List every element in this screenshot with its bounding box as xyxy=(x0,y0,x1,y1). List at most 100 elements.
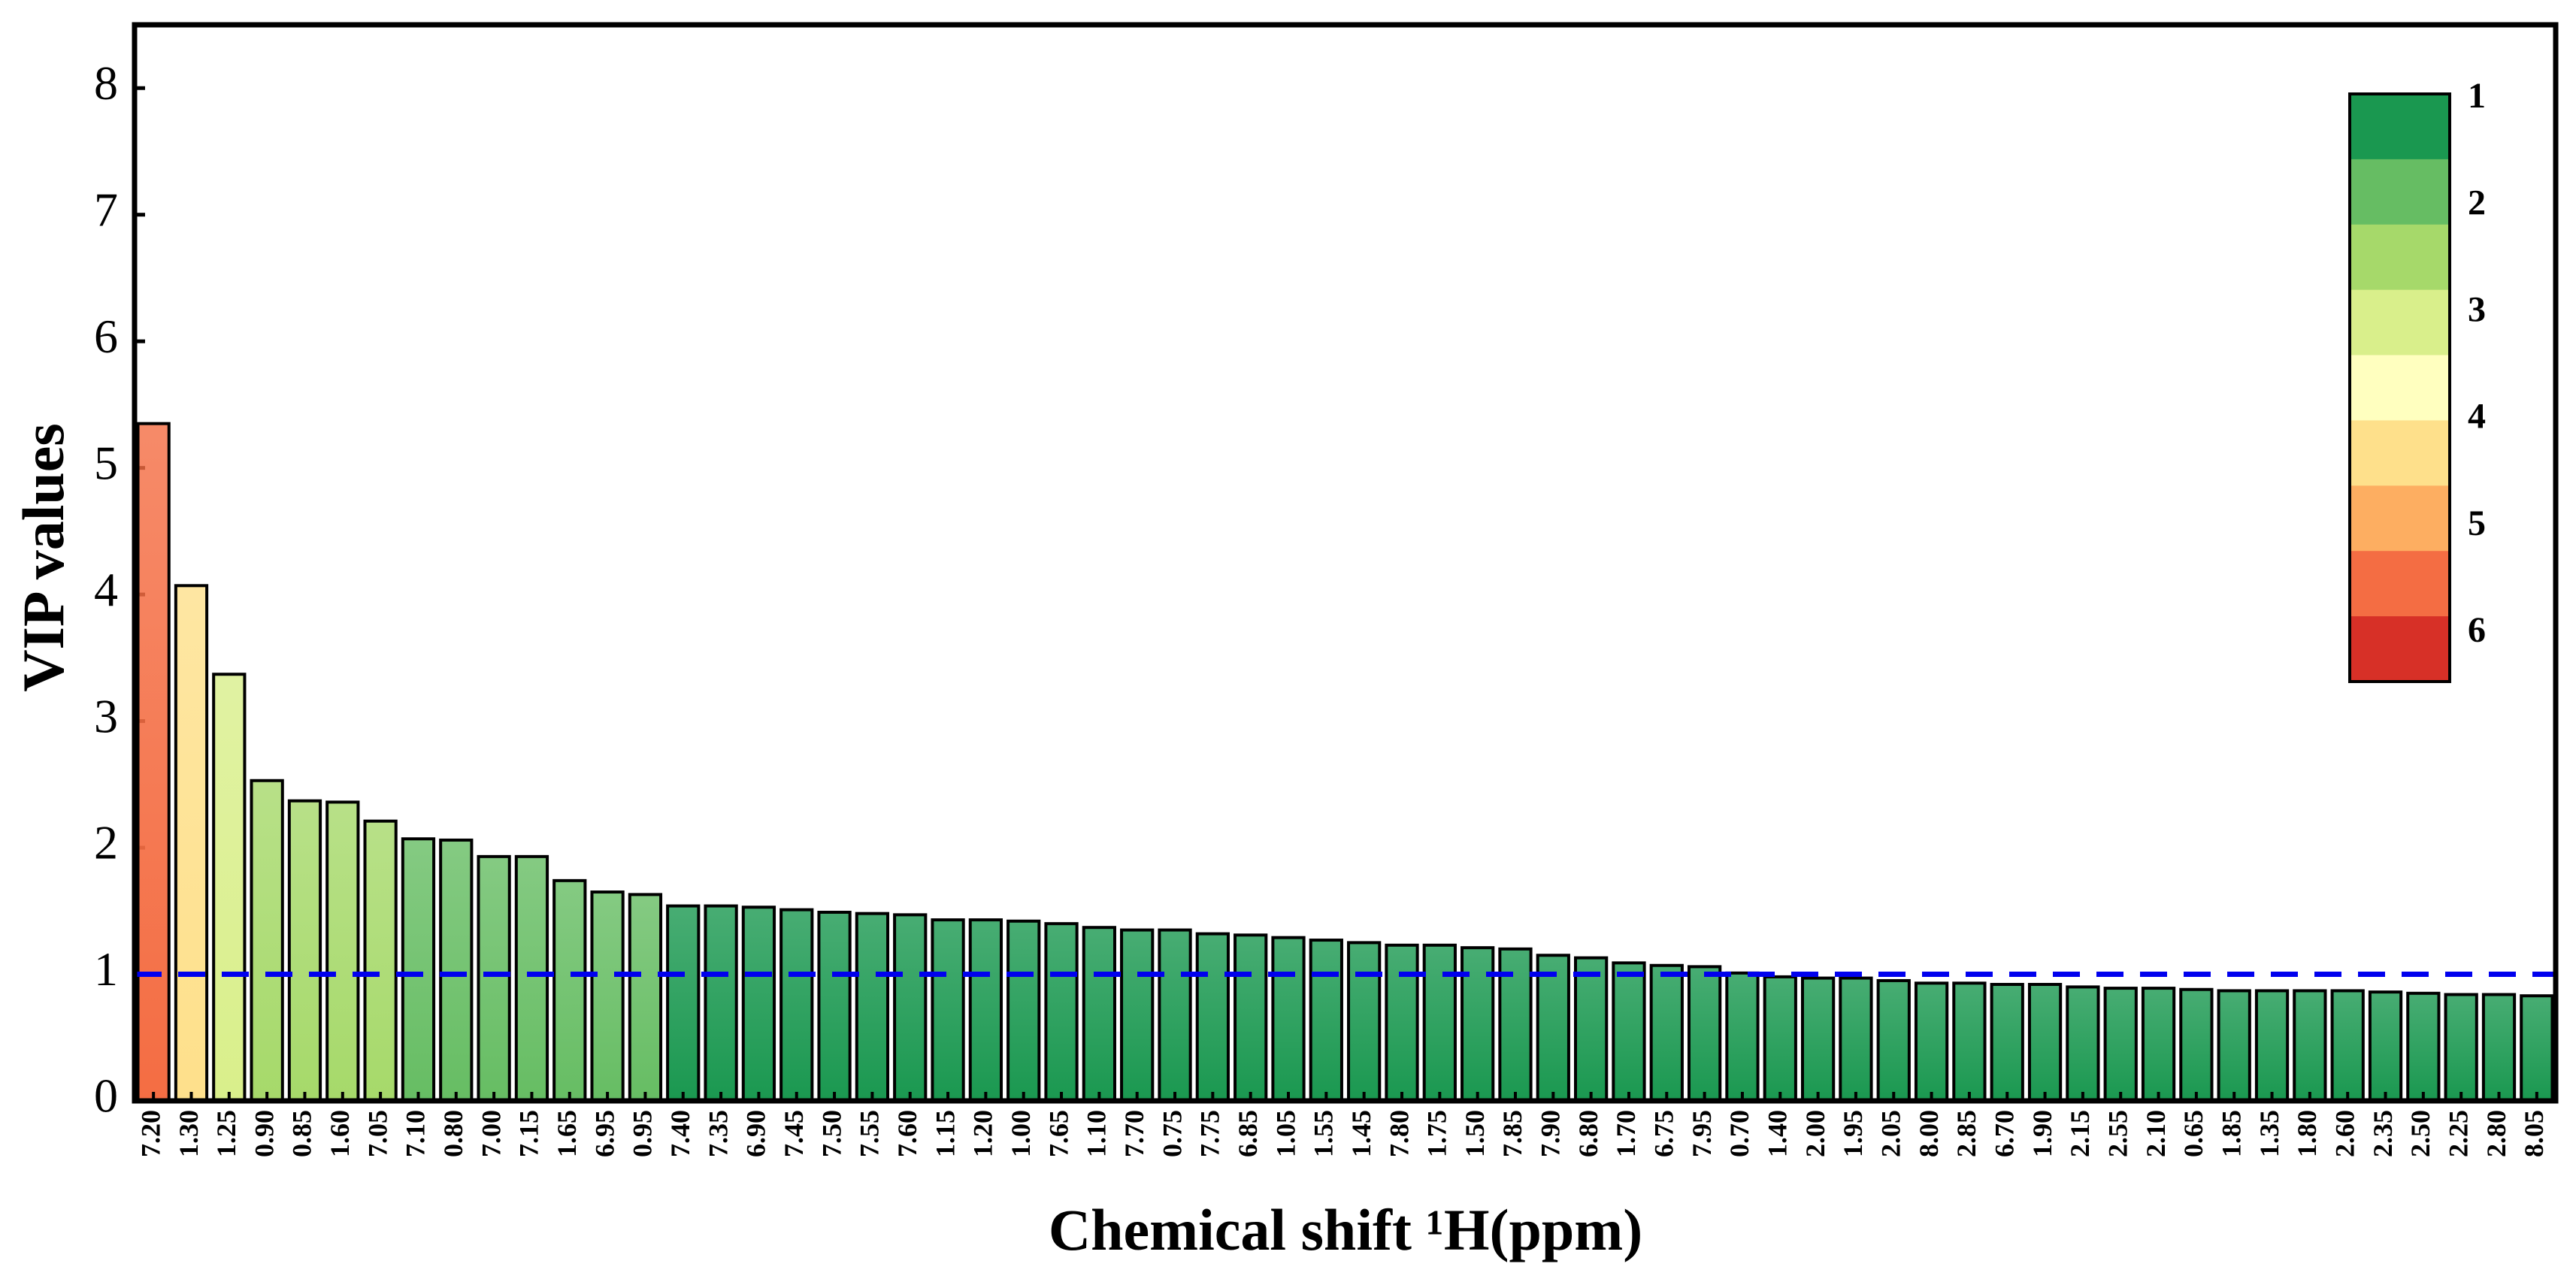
bar xyxy=(741,906,776,1102)
x-tick-label: 7.85 xyxy=(1497,1110,1527,1157)
bar xyxy=(1309,939,1343,1102)
x-tick-label: 1.55 xyxy=(1309,1110,1339,1157)
y-tick-label: 5 xyxy=(94,436,118,489)
y-tick-label: 3 xyxy=(94,689,118,742)
colorbar-segment xyxy=(2350,485,2450,552)
bar xyxy=(1763,975,1797,1102)
x-tick-label: 0.95 xyxy=(628,1110,658,1157)
bar xyxy=(2293,989,2327,1102)
x-tick-label: 6.80 xyxy=(1573,1110,1603,1157)
bar xyxy=(1687,965,1722,1102)
x-tick-label: 1.60 xyxy=(325,1110,355,1157)
bar xyxy=(2179,987,2214,1102)
y-tick-label: 4 xyxy=(94,563,118,616)
bar xyxy=(2141,987,2176,1102)
bar xyxy=(1914,981,1949,1103)
x-axis-title: Chemical shift ¹H(ppm) xyxy=(1049,1197,1642,1262)
x-tick-label: 2.05 xyxy=(1876,1110,1906,1157)
x-tick-label: 7.00 xyxy=(476,1110,506,1157)
colorbar-segment xyxy=(2350,420,2450,486)
x-tick-label: 7.05 xyxy=(362,1110,392,1157)
x-tick-label: 2.55 xyxy=(2102,1110,2133,1157)
bar xyxy=(174,584,209,1102)
x-tick-label: 1.05 xyxy=(1270,1110,1300,1157)
bar xyxy=(363,819,398,1103)
bar xyxy=(1649,963,1684,1102)
x-tick-label: 7.45 xyxy=(779,1110,809,1157)
x-tick-label: 2.00 xyxy=(1800,1110,1830,1157)
x-tick-label: 2.35 xyxy=(2368,1110,2398,1157)
bar xyxy=(1195,932,1230,1102)
x-tick-label: 1.90 xyxy=(2027,1110,2057,1157)
bar xyxy=(136,422,171,1102)
bar xyxy=(1839,976,1873,1102)
x-tick-label: 1.95 xyxy=(1838,1110,1868,1157)
bar xyxy=(779,908,814,1102)
x-tick-label: 1.45 xyxy=(1346,1110,1376,1157)
colorbar-segment xyxy=(2350,355,2450,421)
x-tick-label: 1.15 xyxy=(930,1110,960,1157)
x-tick-label: 0.75 xyxy=(1157,1110,1187,1157)
x-tick-label: 1.40 xyxy=(1763,1110,1793,1157)
x-tick-label: 1.10 xyxy=(1082,1110,1112,1157)
x-tick-label: 7.20 xyxy=(135,1110,165,1157)
x-tick-label: 8.00 xyxy=(1914,1110,1944,1157)
bar xyxy=(287,799,322,1103)
x-tick-label: 0.80 xyxy=(438,1110,468,1157)
bar xyxy=(1612,961,1646,1102)
x-tick-label: 7.60 xyxy=(892,1110,922,1157)
colorbar-segment xyxy=(2350,159,2450,225)
bar xyxy=(2217,989,2251,1102)
x-tick-label: 7.75 xyxy=(1195,1110,1225,1157)
x-tick-label: 1.70 xyxy=(1611,1110,1641,1157)
x-tick-label: 2.60 xyxy=(2329,1110,2360,1157)
bar xyxy=(1385,943,1419,1102)
y-tick-label: 7 xyxy=(94,183,118,236)
colorbar-label: 4 xyxy=(2468,397,2486,437)
bar xyxy=(1120,928,1155,1102)
colorbar-frame xyxy=(2348,92,2451,683)
x-tick-label: 6.85 xyxy=(1233,1110,1263,1157)
x-tick-label: 2.80 xyxy=(2481,1110,2511,1157)
bar xyxy=(855,912,890,1103)
y-tick-label: 6 xyxy=(94,310,118,363)
bar xyxy=(817,910,852,1103)
bar xyxy=(2027,983,2063,1103)
bar xyxy=(1573,956,1609,1103)
bar xyxy=(325,800,360,1102)
bar xyxy=(1725,971,1760,1103)
x-tick-label: 1.50 xyxy=(1460,1110,1490,1157)
bar xyxy=(590,890,625,1103)
x-tick-label: 2.25 xyxy=(2443,1110,2473,1157)
bar xyxy=(439,838,474,1102)
bar xyxy=(1082,926,1117,1103)
colorbar-label: 2 xyxy=(2468,183,2486,222)
plot-frame xyxy=(132,22,2559,1104)
colorbar-label: 6 xyxy=(2468,610,2486,650)
bar xyxy=(2368,990,2403,1102)
x-tick-label: 1.25 xyxy=(211,1110,241,1157)
y-tick-label: 0 xyxy=(94,1069,118,1123)
x-tick-label: 7.35 xyxy=(703,1110,733,1157)
colorbar-segment xyxy=(2350,224,2450,291)
bar xyxy=(1990,983,2024,1103)
x-tick-label: 0.90 xyxy=(249,1110,279,1157)
bar xyxy=(2444,993,2478,1103)
bar xyxy=(1461,946,1495,1103)
x-tick-label: 7.55 xyxy=(855,1110,885,1157)
bar xyxy=(2481,993,2517,1103)
colorbar-segment xyxy=(2350,616,2450,682)
x-tick-label: 7.90 xyxy=(1536,1110,1566,1157)
bar xyxy=(477,854,511,1103)
bar xyxy=(1800,976,1836,1102)
colorbar-segment xyxy=(2350,551,2450,617)
x-tick-label: 7.70 xyxy=(1119,1110,1149,1157)
bar xyxy=(212,673,247,1102)
bar xyxy=(1536,954,1570,1102)
x-tick-label: 6.70 xyxy=(1990,1110,2020,1157)
bar xyxy=(1876,978,1911,1102)
bar xyxy=(1006,919,1041,1102)
bar xyxy=(1271,936,1306,1103)
colorbar-label: 5 xyxy=(2468,503,2486,543)
